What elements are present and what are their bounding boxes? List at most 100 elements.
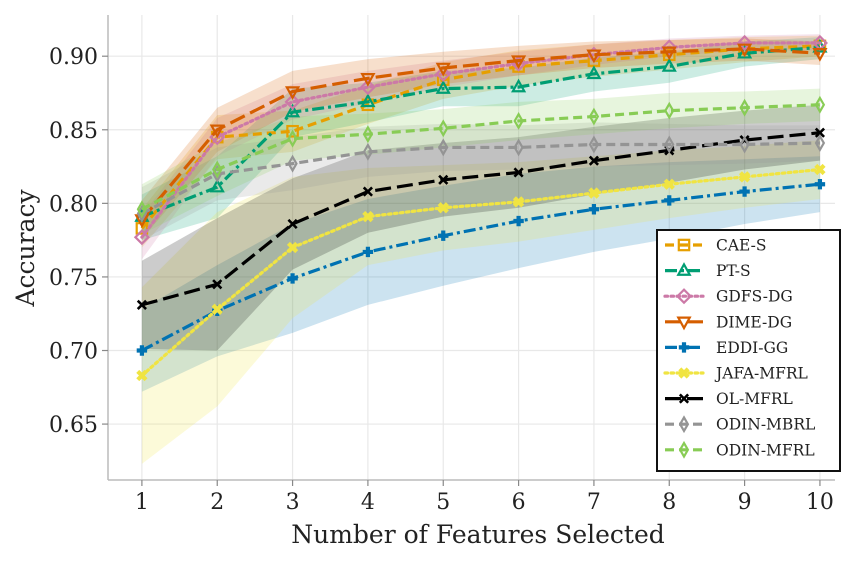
point-ol-mfrl-5	[438, 174, 449, 185]
point-cae-s-3	[286, 124, 299, 138]
legend-swatch-marker	[678, 440, 690, 459]
point-eddi-gg-9	[739, 186, 750, 197]
point-pt-s-6	[511, 78, 527, 93]
point-jafa-mfrl-3	[286, 241, 299, 254]
series-dime-dg	[134, 43, 828, 229]
point-eddi-gg-8	[664, 195, 675, 206]
point-odin-mfrl-2	[212, 160, 223, 179]
legend-entry-gdfs-dg: GDFS-DG	[663, 288, 793, 306]
y-tick-label-0.75: 0.75	[49, 266, 98, 291]
legend-swatch-marker	[678, 367, 690, 379]
point-ol-mfrl-4	[362, 186, 373, 197]
point-pt-s-7	[586, 65, 602, 80]
point-ol-mfrl-10	[814, 127, 826, 138]
legend-entry-jafa-mfrl: JAFA-MFRL	[663, 365, 808, 383]
point-jafa-mfrl-4	[362, 210, 374, 223]
point-odin-mbrl-4	[362, 142, 374, 161]
point-pt-s-4	[360, 93, 376, 108]
legend-swatch-marker	[677, 238, 691, 252]
line-eddi-gg	[141, 182, 821, 352]
x-tick-label-9: 9	[738, 490, 752, 515]
point-eddi-gg-6	[513, 215, 524, 227]
point-jafa-mfrl-1	[136, 369, 148, 382]
series-odin-mfrl	[136, 95, 826, 219]
line-pt-s	[141, 45, 821, 219]
point-jafa-mfrl-8	[663, 178, 675, 190]
x-tick-label-5: 5	[436, 490, 450, 515]
y-tick-label-0.65: 0.65	[49, 413, 98, 438]
legend-swatch-marker	[675, 288, 693, 305]
point-eddi-gg-4	[362, 246, 374, 258]
legend-entry-ol-mfrl: OL-MFRL	[665, 390, 793, 408]
point-odin-mbrl-5	[438, 138, 449, 157]
legend-entry-odin-mbrl: ODIN-MBRL	[665, 415, 815, 434]
point-dime-dg-9	[737, 43, 753, 58]
point-dime-dg-7	[586, 49, 602, 64]
point-ol-mfrl-7	[588, 155, 600, 166]
legend-entry-cae-s: CAE-S	[665, 237, 767, 255]
point-gdfs-dg-8	[661, 39, 678, 56]
point-odin-mfrl-8	[664, 101, 675, 120]
point-odin-mfrl-7	[588, 107, 600, 126]
point-odin-mbrl-9	[739, 135, 750, 154]
point-odin-mfrl-3	[287, 129, 298, 148]
legend-label: ODIN-MBRL	[716, 416, 815, 434]
point-dime-dg-2	[209, 124, 225, 139]
point-odin-mbrl-10	[814, 134, 826, 152]
point-gdfs-dg-9	[736, 34, 753, 52]
point-eddi-gg-10	[814, 179, 826, 190]
x-tick-label-3: 3	[286, 490, 300, 515]
band-gdfs-dg	[141, 34, 820, 260]
point-dime-dg-3	[284, 86, 301, 101]
series-odin-mbrl	[136, 134, 826, 223]
series-lines	[133, 34, 828, 382]
point-jafa-mfrl-6	[512, 196, 525, 208]
y-tick-label-0.80: 0.80	[49, 192, 98, 217]
band-ol-mfrl	[141, 104, 820, 351]
point-odin-mfrl-5	[438, 119, 449, 138]
point-pt-s-2	[209, 178, 225, 193]
point-odin-mfrl-9	[739, 98, 750, 117]
y-tick-label-0.70: 0.70	[49, 340, 98, 365]
tick-labels: 1 2 3 4 5 6 7 8 9 10 0.65 0.70 0.75 0.80 0.85 0.90	[49, 45, 834, 515]
line-dime-dg	[140, 47, 821, 221]
point-pt-s-5	[435, 80, 451, 94]
legend-entry-odin-mfrl: ODIN-MFRL	[665, 440, 815, 459]
x-tick-label-1: 1	[135, 490, 149, 515]
point-gdfs-dg-3	[284, 93, 301, 110]
point-pt-s-8	[661, 57, 677, 72]
point-ol-mfrl-1	[136, 299, 147, 310]
legend-label: DIME-DG	[716, 313, 792, 331]
band-jafa-mfrl	[141, 140, 820, 464]
point-jafa-mfrl-10	[814, 163, 826, 176]
line-odin-mfrl	[141, 103, 820, 211]
legend-label: OL-MFRL	[716, 390, 793, 408]
point-eddi-gg-3	[287, 273, 298, 284]
point-dime-dg-10	[812, 47, 828, 62]
point-ol-mfrl-2	[212, 279, 223, 290]
point-odin-mfrl-10	[814, 95, 826, 114]
point-gdfs-dg-1	[133, 229, 150, 246]
legend-label: CAE-S	[716, 237, 767, 255]
point-eddi-gg-1	[136, 345, 148, 356]
point-odin-mbrl-6	[513, 138, 524, 157]
band-eddi-gg	[141, 156, 820, 392]
x-tick-label-4: 4	[361, 490, 375, 515]
point-jafa-mfrl-5	[437, 202, 449, 214]
point-odin-mbrl-3	[287, 154, 298, 173]
x-tick-label-2: 2	[210, 490, 224, 515]
series-jafa-mfrl	[136, 163, 826, 382]
point-eddi-gg-7	[588, 204, 600, 215]
point-pt-s-9	[737, 44, 753, 59]
line-gdfs-dg	[140, 41, 822, 239]
x-tick-label-7: 7	[587, 490, 601, 515]
point-odin-mbrl-8	[664, 135, 675, 154]
point-dime-dg-4	[360, 73, 376, 87]
legend-entry-dime-dg: DIME-DG	[665, 313, 792, 331]
line-odin-mbrl	[141, 141, 820, 216]
point-odin-mfrl-6	[513, 111, 524, 130]
legend-entry-eddi-gg: EDDI-GG	[665, 339, 788, 357]
x-tick-label-10: 10	[806, 490, 834, 515]
point-jafa-mfrl-2	[211, 303, 223, 315]
